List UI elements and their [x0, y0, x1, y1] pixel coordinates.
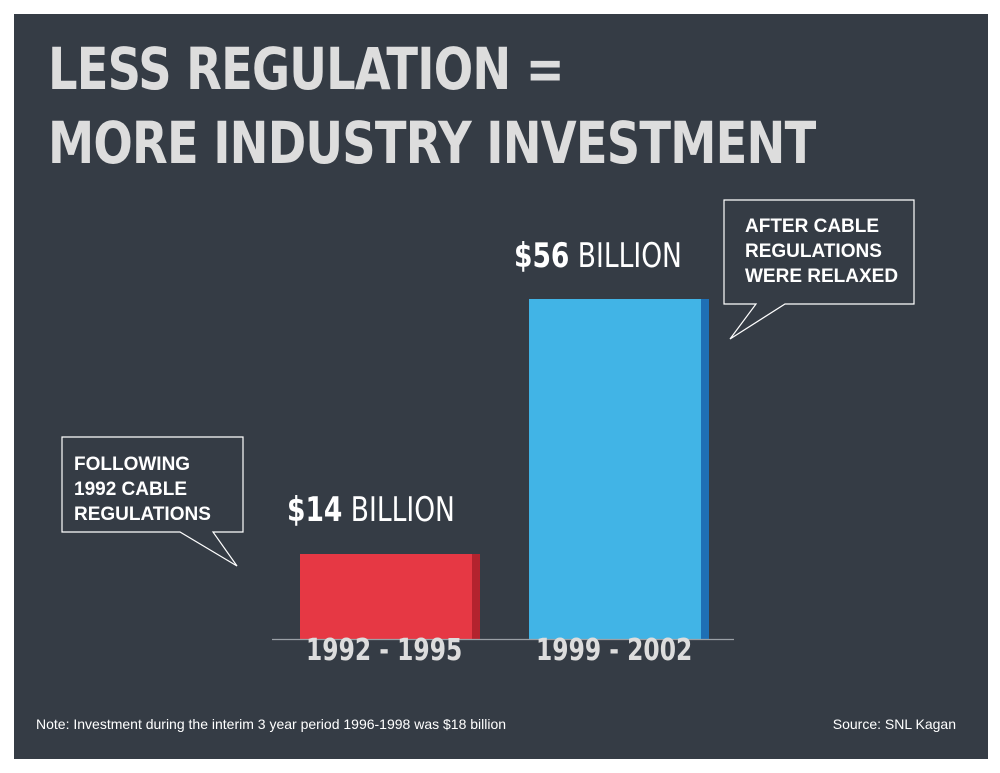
bar-value-label-1999-2002: $56 BILLION [514, 236, 682, 276]
bar-side-1999-2002 [701, 299, 709, 639]
infographic-panel [14, 14, 988, 759]
x-tick-label-1992-1995: 1992 - 1995 [306, 633, 463, 668]
bar-value-amount: $14 [287, 490, 343, 530]
x-tick-label-1999-2002: 1999 - 2002 [536, 633, 693, 668]
bar-1999-2002 [529, 299, 701, 639]
callout-left [61, 436, 244, 567]
footnote: Note: Investment during the interim 3 ye… [36, 716, 507, 732]
bar-value-label-1992-1995: $14 BILLION [287, 490, 455, 530]
callout-right-bubble [723, 199, 915, 340]
bar-side-1992-1995 [472, 554, 480, 639]
bar-value-amount: $56 [514, 236, 570, 276]
bar-value-unit: BILLION [577, 236, 682, 276]
title-line-1: LESS REGULATION = [48, 35, 565, 103]
bars-layer [300, 299, 709, 639]
callout-right-text: AFTER CABLE REGULATIONS WERE RELAXED [745, 216, 899, 287]
source-credit: Source: SNL Kagan [832, 716, 956, 732]
bar-1992-1995 [300, 554, 472, 639]
callout-left-bubble [61, 436, 244, 567]
callout-left-text: FOLLOWING 1992 CABLE REGULATIONS [74, 454, 211, 525]
title-line-2: MORE INDUSTRY INVESTMENT [48, 109, 816, 177]
callout-right [723, 199, 915, 340]
bar-value-unit: BILLION [350, 490, 455, 530]
